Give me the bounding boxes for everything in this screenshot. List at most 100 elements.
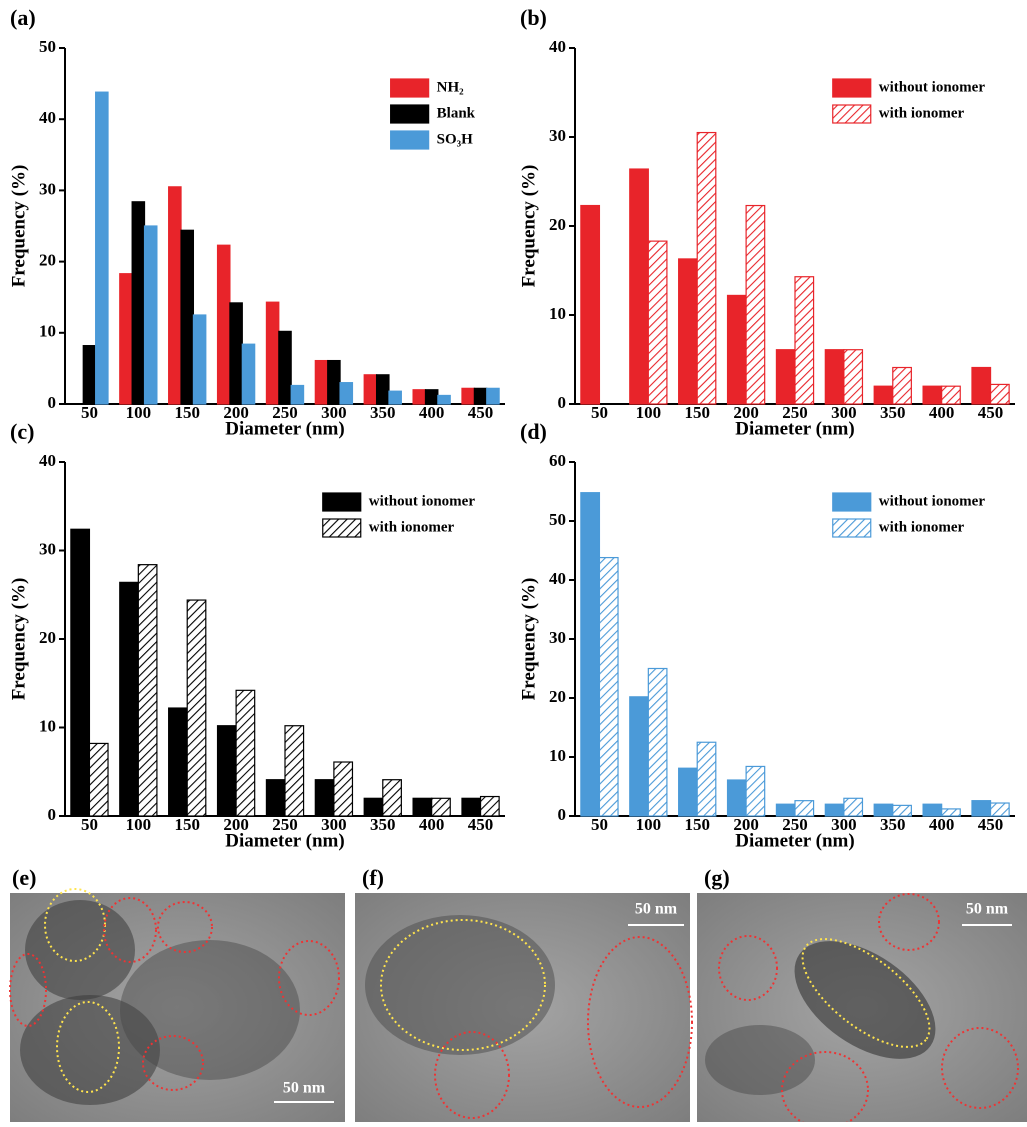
bar (461, 387, 475, 405)
bar (216, 244, 231, 405)
y-tick-label: 10 (549, 746, 566, 765)
bar (412, 389, 427, 405)
x-tick-label: 400 (419, 403, 445, 422)
y-tick-label: 40 (549, 569, 566, 588)
bar (696, 131, 717, 405)
panel-label: (e) (12, 865, 36, 890)
tem-image-e: 50 nm (9, 888, 345, 1122)
x-tick-label: 350 (880, 815, 906, 834)
bar (580, 204, 601, 405)
bar (892, 804, 912, 817)
bar (971, 366, 992, 405)
bar (192, 314, 207, 405)
bar (726, 294, 747, 405)
bar (892, 366, 912, 405)
panel-label: (a) (10, 5, 36, 30)
bar (382, 779, 402, 817)
x-tick-label: 250 (782, 815, 808, 834)
x-tick-label: 200 (733, 815, 759, 834)
x-tick-label: 50 (591, 403, 608, 422)
y-tick-label: 0 (48, 805, 57, 824)
bar (216, 725, 237, 817)
bar (143, 225, 158, 405)
bar (726, 779, 747, 817)
x-tick-label: 350 (880, 403, 906, 422)
y-axis-title: Frequency (%) (518, 578, 539, 701)
bar (168, 707, 188, 817)
bar (473, 387, 488, 405)
bar (327, 359, 341, 405)
bar (265, 779, 286, 817)
bar (629, 168, 649, 405)
y-tick-label: 0 (558, 805, 567, 824)
bar (168, 186, 182, 405)
panel-label: (d) (520, 419, 547, 444)
y-tick-label: 30 (39, 179, 56, 198)
bar (824, 803, 845, 817)
bar (431, 797, 451, 817)
x-tick-label: 300 (321, 815, 347, 834)
y-tick-label: 10 (39, 716, 56, 735)
x-axis-title: Diameter (nm) (225, 830, 344, 851)
x-tick-label: 200 (223, 403, 249, 422)
x-tick-label: 400 (929, 403, 955, 422)
legend: without ionomer with ionomer (322, 492, 475, 538)
legend-swatch (322, 492, 362, 512)
y-tick-label: 20 (549, 215, 566, 234)
bar (424, 389, 439, 405)
panel-label: (f) (362, 865, 384, 890)
legend-label: without ionomer (879, 493, 986, 509)
x-tick-label: 150 (684, 403, 710, 422)
bar (363, 797, 384, 817)
legend-swatch (322, 518, 362, 538)
y-tick-label: 50 (549, 510, 566, 529)
bar (843, 349, 864, 405)
bar (437, 394, 451, 405)
bar (180, 229, 195, 405)
bar (775, 803, 796, 817)
bar (229, 302, 243, 405)
y-tick-label: 40 (39, 108, 56, 127)
bar (598, 556, 619, 817)
bar (290, 384, 305, 405)
bar (119, 273, 133, 405)
bar (794, 800, 815, 817)
bar (479, 795, 500, 817)
bar (284, 725, 305, 817)
bar (314, 779, 335, 817)
x-tick-label: 400 (419, 815, 445, 834)
legend-swatch (832, 492, 872, 512)
bar (873, 803, 894, 817)
bar (412, 797, 433, 817)
x-tick-label: 450 (468, 815, 494, 834)
bar (745, 204, 766, 405)
y-axis-title: Frequency (%) (518, 165, 539, 288)
legend-label: with ionomer (879, 105, 965, 121)
legend-label: with ionomer (879, 519, 965, 535)
y-tick-label: 40 (549, 37, 566, 56)
bar (131, 201, 146, 405)
bar (745, 765, 766, 817)
bar (235, 689, 256, 817)
x-tick-label: 200 (223, 815, 249, 834)
legend-swatch (832, 78, 872, 98)
y-tick-label: 20 (549, 687, 566, 706)
legend-swatch (832, 518, 872, 538)
y-tick-label: 0 (48, 393, 57, 412)
y-tick-label: 40 (39, 451, 56, 470)
bar (388, 390, 402, 405)
bar (363, 374, 378, 405)
x-tick-label: 50 (81, 815, 98, 834)
bar (95, 91, 109, 405)
y-tick-label: 20 (39, 251, 56, 270)
scale-bar-label: 50 nm (635, 901, 678, 918)
legend-swatch (390, 104, 430, 124)
legend-label: with ionomer (369, 519, 455, 535)
bar (678, 258, 698, 405)
bar (119, 581, 139, 817)
x-tick-label: 50 (591, 815, 608, 834)
x-tick-label: 250 (782, 403, 808, 422)
x-tick-label: 300 (831, 403, 857, 422)
bar (989, 383, 1010, 405)
